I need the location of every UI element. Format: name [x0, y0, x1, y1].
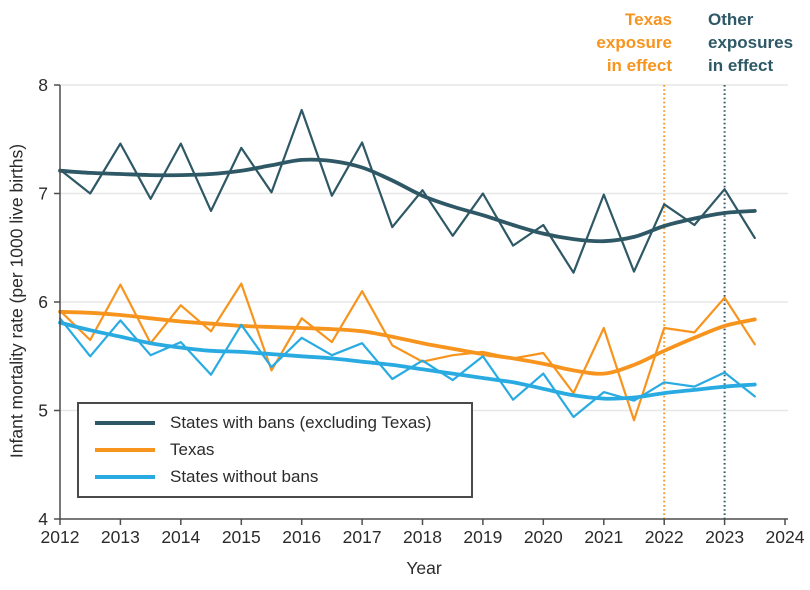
y-tick-label: 5 — [38, 401, 48, 421]
x-tick-label: 2014 — [161, 527, 200, 547]
x-axis-title: Year — [406, 558, 442, 578]
x-tick-label: 2021 — [584, 527, 623, 547]
x-tick-label: 2019 — [463, 527, 502, 547]
series-observed-line-0 — [58, 108, 756, 274]
legend-swatch-texas — [95, 448, 155, 452]
series-trend-line-0 — [58, 157, 757, 244]
x-tick-label: 2017 — [343, 527, 382, 547]
x-tick-label: 2023 — [705, 527, 744, 547]
x-tick-label: 2018 — [403, 527, 442, 547]
series-0 — [58, 108, 757, 274]
x-tick-label: 2022 — [645, 527, 684, 547]
legend-swatch-states-without-bans — [95, 475, 155, 479]
legend-item-states-without-bans: States without bans — [95, 467, 461, 487]
series-trend-line-2 — [58, 320, 757, 401]
y-tick-label: 7 — [38, 184, 48, 204]
axes — [54, 84, 788, 525]
legend-item-states-with-bans: States with bans (excluding Texas) — [95, 413, 461, 433]
legend-item-texas: Texas — [95, 440, 461, 460]
y-tick-label: 6 — [38, 292, 48, 312]
annotation-texas-exposure: Texas exposure in effect — [596, 10, 672, 75]
legend-label-states-with-bans: States with bans (excluding Texas) — [170, 413, 432, 432]
y-tick-label: 8 — [38, 75, 48, 95]
x-tick-label: 2015 — [222, 527, 261, 547]
x-tick-label: 2013 — [101, 527, 140, 547]
x-tick-label: 2012 — [41, 527, 80, 547]
series-2 — [58, 317, 757, 419]
legend-swatch-states-with-bans — [95, 421, 155, 425]
annotation-other-exposures: Other exposures in effect — [708, 10, 794, 75]
series-trend-line-1 — [58, 309, 757, 376]
tick-labels: 2012 2013 2014 2015 2016 2017 2018 2019 2020 2021… — [38, 75, 804, 547]
x-tick-label: 2020 — [524, 527, 563, 547]
legend-label-texas: Texas — [170, 440, 215, 459]
y-tick-label: 4 — [38, 509, 48, 529]
y-axis-title: Infant mortality rate (per 1000 live bir… — [6, 143, 27, 459]
legend: States with bans (excluding Texas) Texas… — [77, 402, 473, 498]
series-observed-line-1 — [58, 282, 756, 422]
x-tick-label: 2016 — [282, 527, 321, 547]
legend-label-states-without-bans: States without bans — [170, 467, 319, 486]
series-1 — [58, 282, 757, 422]
x-tick-label: 2024 — [766, 527, 805, 547]
